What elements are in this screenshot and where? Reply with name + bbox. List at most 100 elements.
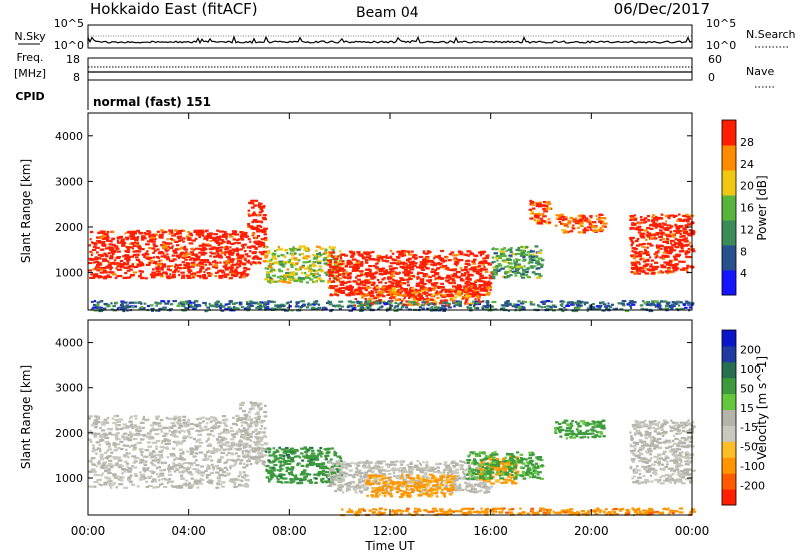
echo-cell (381, 289, 385, 292)
echo-cell (630, 236, 635, 239)
nsky-left-tick-top: 10^5 (54, 17, 84, 30)
echo-cell (435, 262, 439, 265)
echo-cell (223, 232, 228, 235)
echo-cell (498, 254, 502, 257)
echo-cell (385, 285, 390, 289)
echo-cell (670, 306, 673, 309)
echo-cell (113, 476, 118, 479)
velocity-cells (88, 401, 697, 517)
echo-cell (236, 254, 240, 257)
echo-cell (142, 418, 146, 421)
echo-cell (237, 307, 240, 310)
echo-cell (99, 439, 103, 443)
echo-cell (678, 218, 682, 221)
echo-cell (217, 271, 220, 274)
colorbar-swatch (722, 220, 736, 246)
echo-cell (167, 467, 170, 470)
echo-cell (121, 243, 126, 246)
echo-cell (465, 297, 470, 300)
echo-cell (265, 307, 270, 310)
echo-cell (418, 281, 422, 284)
colorbar-swatch (722, 195, 736, 221)
echo-cell (651, 271, 655, 275)
echo-cell (546, 305, 551, 308)
echo-cell (206, 444, 212, 447)
echo-cell (502, 252, 506, 256)
echo-cell (484, 289, 489, 292)
echo-cell (631, 301, 634, 304)
echo-cell (233, 249, 238, 252)
echo-cell (237, 416, 240, 419)
echo-cell (252, 211, 256, 214)
echo-cell (135, 258, 141, 262)
echo-cell (368, 251, 372, 254)
echo-cell (119, 307, 122, 310)
echo-cell (202, 428, 208, 431)
nsearch-label: N.Search (746, 28, 796, 41)
echo-cell (338, 307, 342, 310)
power-frame (87, 112, 693, 311)
echo-cell (582, 229, 586, 232)
echo-cell (196, 255, 201, 258)
echo-cell (639, 233, 644, 236)
echo-cell (268, 460, 272, 464)
echo-cell (109, 262, 115, 265)
echo-cell (185, 262, 190, 265)
echo-cell (499, 307, 503, 310)
echo-cell (672, 244, 676, 247)
echo-cell (588, 220, 592, 223)
echo-cell (641, 245, 645, 248)
echo-cell (302, 257, 306, 260)
echo-cell (193, 229, 199, 232)
echo-cell (298, 247, 302, 250)
echo-cell (180, 477, 185, 480)
echo-cell (178, 471, 183, 474)
echo-cell (686, 264, 690, 267)
echo-cell (366, 280, 369, 283)
echo-cell (641, 242, 646, 246)
echo-cell (393, 267, 398, 270)
echo-cell (169, 453, 175, 456)
echo-cell (131, 455, 137, 458)
echo-cell (191, 306, 196, 309)
echo-cell (249, 300, 253, 303)
echo-cell (212, 305, 216, 308)
echo-cell (359, 303, 365, 306)
echo-cell (259, 440, 263, 443)
echo-cell (492, 266, 496, 269)
echo-cell (554, 224, 558, 227)
echo-cell (146, 250, 149, 253)
echo-cell (256, 257, 259, 260)
echo-cell (308, 462, 313, 465)
echo-cell (123, 486, 129, 489)
echo-cell (252, 403, 256, 406)
echo-cell (682, 234, 686, 237)
echo-cell (103, 467, 109, 470)
echo-cell (638, 253, 643, 256)
echo-cell (269, 277, 273, 280)
echo-cell (104, 237, 110, 240)
echo-cell (227, 451, 231, 454)
echo-cell (199, 261, 204, 264)
echo-cell (198, 422, 201, 425)
echo-cell (248, 425, 253, 428)
echo-cell (251, 261, 255, 264)
echo-cell (197, 472, 201, 475)
echo-cell (193, 303, 198, 307)
echo-cell (419, 286, 423, 289)
echo-cell (132, 250, 136, 253)
echo-cell (223, 273, 228, 276)
echo-cell (381, 278, 385, 281)
echo-cell (685, 219, 690, 222)
echo-cell (197, 433, 202, 437)
echo-cell (680, 225, 683, 228)
echo-cell (228, 252, 233, 255)
echo-cell (423, 292, 426, 295)
echo-cell (375, 291, 378, 294)
echo-cell (181, 261, 186, 264)
echo-cell (672, 233, 675, 236)
echo-cell (215, 239, 220, 243)
echo-cell (437, 254, 441, 257)
echo-cell (279, 275, 284, 278)
echo-cell (622, 304, 626, 307)
